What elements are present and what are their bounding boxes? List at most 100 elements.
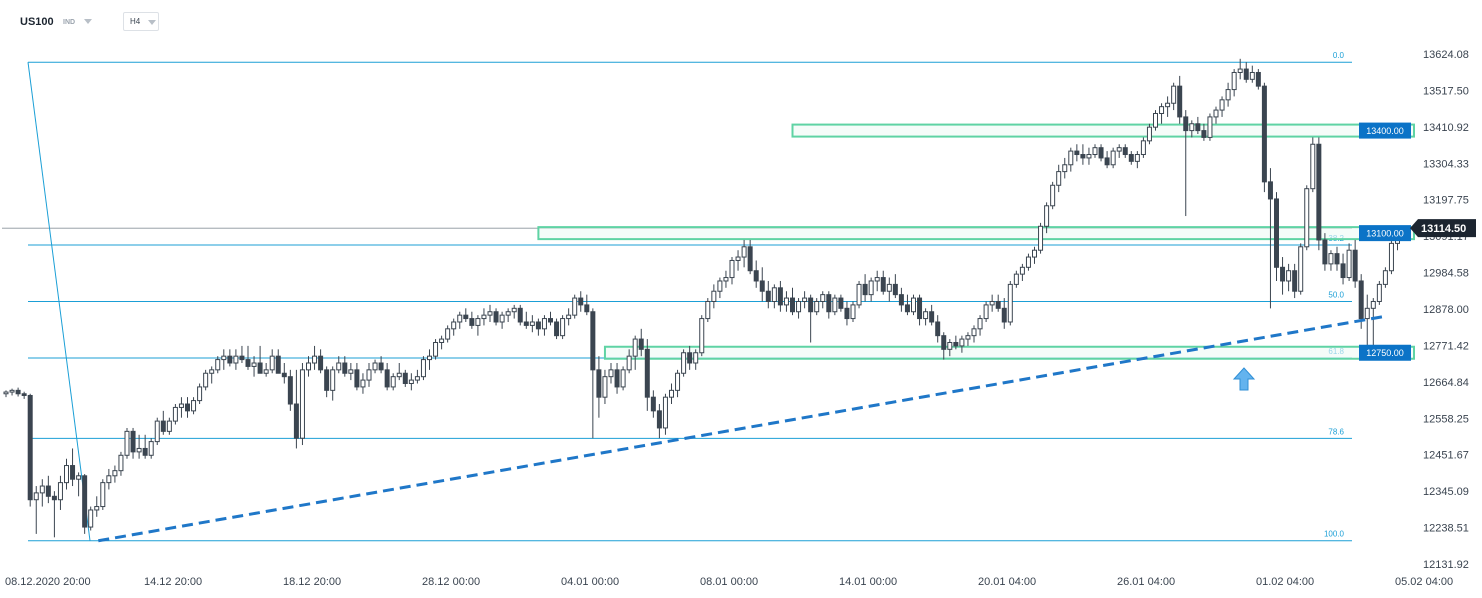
candle-body-up	[3, 391, 9, 395]
level-tag	[1359, 344, 1411, 361]
x-tick-label: 26.01 04:00	[1117, 576, 1175, 588]
fib-level-label: 78.6	[1328, 427, 1344, 436]
candle-body-up	[1146, 126, 1152, 142]
candle-body-up	[269, 355, 275, 371]
candle-body-up	[632, 338, 638, 357]
candle-body-up	[439, 338, 445, 343]
candle-body-up	[959, 338, 965, 347]
candle-body-down	[650, 396, 656, 412]
x-tick-label: 08.01 00:00	[700, 576, 758, 588]
candle-body-down	[1104, 157, 1110, 166]
timeframe-chevron-down-icon[interactable]	[148, 20, 156, 25]
price-zone-rect[interactable]	[791, 123, 1415, 138]
candle-body-up	[1140, 140, 1146, 156]
y-tick-label: 12451.67	[1423, 450, 1469, 462]
candle-body-up	[1231, 71, 1237, 91]
candle-body-up	[1165, 102, 1171, 108]
trendline-dashed[interactable]	[98, 315, 1383, 543]
candle-body-down	[880, 277, 886, 292]
candle-body-up	[136, 447, 142, 453]
candle-body-down	[1074, 150, 1080, 156]
candle-body-down	[548, 318, 553, 323]
candle-body-up	[372, 362, 378, 371]
candle-body-up	[1025, 256, 1031, 268]
candle-body-up	[669, 389, 674, 398]
candle-body-up	[911, 297, 916, 313]
candle-body-up	[1050, 184, 1056, 207]
candle-body-up	[699, 318, 705, 354]
candle-body-up	[874, 277, 880, 282]
price-zone-rect[interactable]	[537, 226, 1415, 241]
candle-body-up	[154, 420, 160, 443]
price-zone-rect[interactable]	[603, 345, 1415, 360]
candle-body-up	[1092, 147, 1098, 156]
up-arrow-icon	[1232, 367, 1256, 391]
candle-body-up	[1159, 106, 1165, 114]
x-tick-label: 01.02 04:00	[1256, 576, 1314, 588]
candle-body-up	[681, 352, 687, 374]
candle-body-up	[572, 297, 578, 316]
candle-body-up	[729, 259, 735, 279]
candle-body-down	[82, 475, 88, 528]
y-tick-label: 12558.25	[1423, 413, 1469, 425]
candle-body-down	[384, 369, 390, 388]
level-tag	[1359, 225, 1411, 242]
candle-body-up	[299, 369, 305, 439]
candle-body-down	[808, 297, 814, 313]
y-tick-label: 12345.09	[1423, 486, 1469, 498]
candle-body-up	[541, 318, 547, 330]
candle-body-up	[390, 376, 396, 388]
candle-body-down	[759, 280, 765, 292]
candle-body-down	[1080, 154, 1086, 159]
candle-body-up	[94, 506, 100, 511]
candle-body-up	[1013, 273, 1019, 285]
candle-body-up	[675, 372, 681, 391]
candle-body-down	[935, 321, 941, 337]
x-tick-label: 05.02 04:00	[1395, 576, 1453, 588]
candle-body-up	[445, 328, 451, 340]
candle-body-up	[886, 283, 892, 292]
candle-body-up	[1237, 68, 1243, 73]
candle-body-down	[753, 270, 759, 282]
candle-body-down	[185, 403, 190, 412]
candle-body-down	[142, 447, 148, 456]
candle-body-down	[535, 321, 541, 330]
candle-body-up	[1189, 123, 1195, 132]
candle-body-down	[826, 294, 832, 313]
symbol-dropdown-chevron-down-icon[interactable]	[84, 19, 92, 24]
candle-body-up	[1062, 164, 1068, 173]
candle-body-down	[1280, 266, 1286, 282]
candle-body-up	[1388, 242, 1394, 272]
candle-body-up	[1044, 205, 1050, 227]
candle-body-down	[463, 314, 469, 320]
candle-body-up	[505, 311, 511, 316]
candle-body-down	[656, 410, 662, 429]
x-tick-label: 14.12 20:00	[144, 576, 202, 588]
symbol-label[interactable]: US100	[20, 16, 54, 28]
candle-body-up	[705, 300, 711, 320]
candle-body-up	[178, 403, 184, 408]
candle-body-up	[306, 362, 311, 371]
level-tag-label: 13100.00	[1366, 229, 1404, 239]
candle-body-down	[1358, 280, 1364, 320]
candle-body-down	[578, 297, 584, 306]
y-tick-label: 13624.08	[1423, 49, 1469, 61]
y-tick-label: 12131.92	[1423, 559, 1469, 571]
last-price-label: 13114.50	[1421, 223, 1466, 235]
x-tick-label: 18.12 20:00	[283, 576, 341, 588]
candle-body-up	[1298, 246, 1304, 292]
candle-body-up	[1116, 147, 1122, 152]
candle-body-down	[1334, 253, 1340, 265]
candle-body-up	[711, 290, 717, 302]
x-tick-label: 04.01 00:00	[561, 576, 619, 588]
candle-body-up	[9, 389, 15, 393]
candle-body-up	[1068, 150, 1074, 166]
timeframe-select[interactable]: H4	[123, 12, 159, 31]
candle-body-down	[995, 300, 1001, 309]
y-tick-label: 13304.33	[1423, 158, 1469, 170]
candle-body-down	[862, 283, 868, 296]
candle-body-down	[1098, 147, 1104, 159]
candle-body-down	[1201, 130, 1207, 138]
candle-body-up	[741, 246, 747, 258]
